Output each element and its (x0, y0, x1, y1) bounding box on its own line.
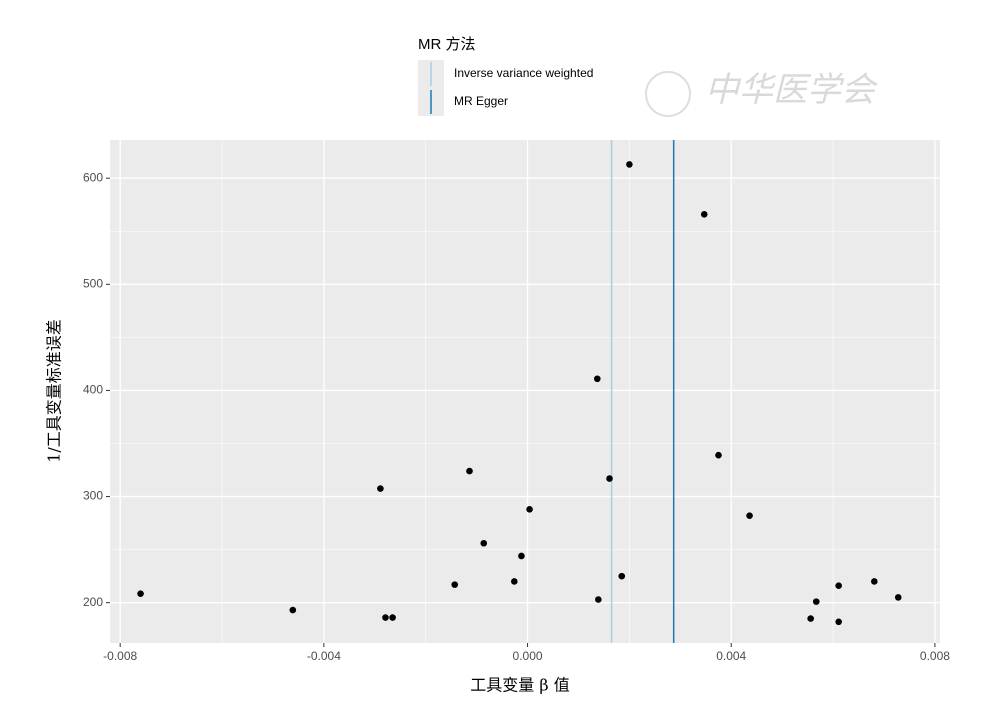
point (466, 467, 473, 475)
point (835, 582, 842, 589)
point (595, 596, 602, 603)
point (807, 615, 814, 622)
point (894, 594, 902, 601)
legend-label: MR Egger (454, 94, 508, 108)
point (137, 590, 144, 597)
point (451, 581, 459, 588)
y-tick-label: 300 (83, 489, 103, 503)
point (377, 485, 384, 492)
y-tick-label: 600 (83, 170, 103, 184)
panel (110, 140, 940, 643)
y-tick-label: 200 (83, 595, 103, 609)
x-tick-label: 0.008 (920, 649, 950, 663)
y-axis-label: 1/工具变量标准误差 (45, 319, 64, 463)
point (835, 618, 842, 626)
logo (645, 71, 691, 117)
x-tick-label: -0.004 (307, 649, 341, 663)
watermark: 中华医学会 (705, 70, 879, 110)
point (289, 606, 297, 614)
legend-label: Inverse variance weighted (454, 66, 593, 80)
point (626, 161, 633, 168)
point (812, 598, 820, 605)
y-tick-label: 500 (83, 276, 103, 290)
x-tick-label: 0.000 (513, 649, 543, 663)
point (746, 512, 753, 519)
point (871, 578, 878, 585)
point (382, 614, 389, 621)
point (518, 552, 525, 560)
point (594, 375, 601, 383)
point (715, 451, 722, 459)
point (480, 539, 488, 547)
point (618, 572, 626, 580)
point (606, 475, 613, 482)
legend-title: MR 方法 (418, 36, 476, 53)
point (389, 614, 396, 621)
y-tick-label: 400 (83, 383, 103, 397)
x-tick-label: -0.008 (103, 649, 137, 663)
x-axis-label: 工具变量 β 值 (470, 676, 569, 695)
x-tick-label: 0.004 (716, 649, 746, 663)
point (511, 578, 518, 585)
point (700, 210, 708, 218)
point (526, 505, 533, 513)
